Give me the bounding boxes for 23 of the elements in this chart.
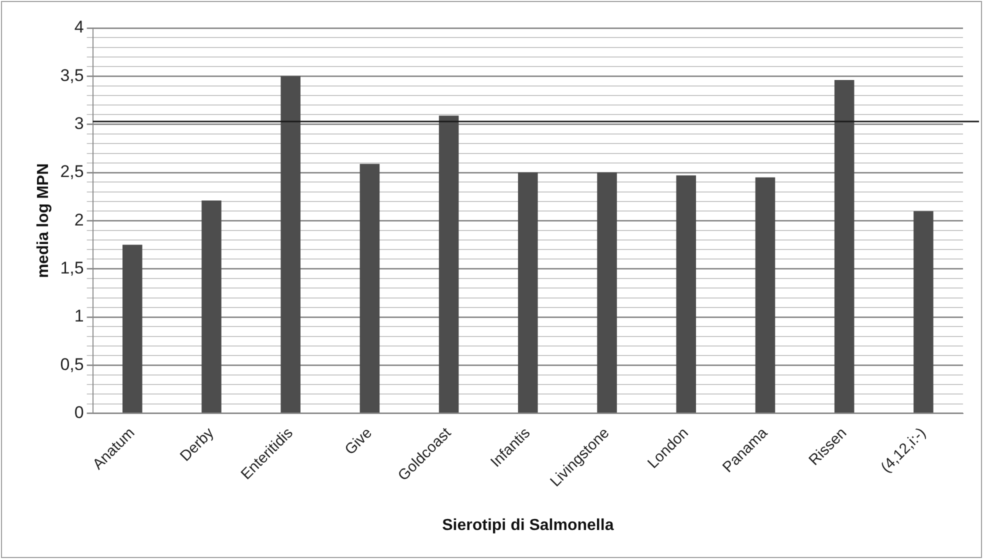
bar: [202, 200, 222, 413]
y-tick-label: 0: [74, 403, 84, 422]
bar: [676, 175, 696, 413]
y-tick-label: 1: [74, 306, 84, 326]
y-tick-label: 1,5: [60, 258, 84, 278]
bar: [597, 172, 617, 413]
y-tick-label: 4: [74, 18, 84, 37]
x-axis-title: Sierotipi di Salmonella: [442, 516, 614, 534]
bar: [438, 116, 459, 413]
bar: [122, 244, 142, 413]
x-tick-label: Give: [342, 424, 376, 458]
y-tick-label: 2: [74, 210, 84, 230]
bar: [914, 211, 934, 413]
y-axis-title: media log MPN: [35, 163, 52, 278]
bar: [518, 172, 538, 413]
y-tick-label: 0,5: [60, 354, 84, 374]
bar: [280, 76, 300, 413]
bar: [834, 80, 854, 413]
bar: [360, 164, 380, 413]
bar: [755, 177, 776, 413]
y-tick-label: 3,5: [60, 66, 84, 85]
y-tick-label: 2,5: [60, 162, 84, 182]
y-tick-label: 3: [74, 114, 84, 134]
